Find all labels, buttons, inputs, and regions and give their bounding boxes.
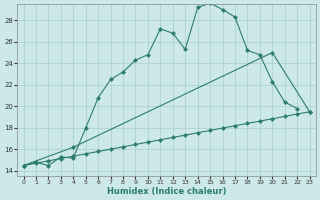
X-axis label: Humidex (Indice chaleur): Humidex (Indice chaleur) xyxy=(107,187,226,196)
